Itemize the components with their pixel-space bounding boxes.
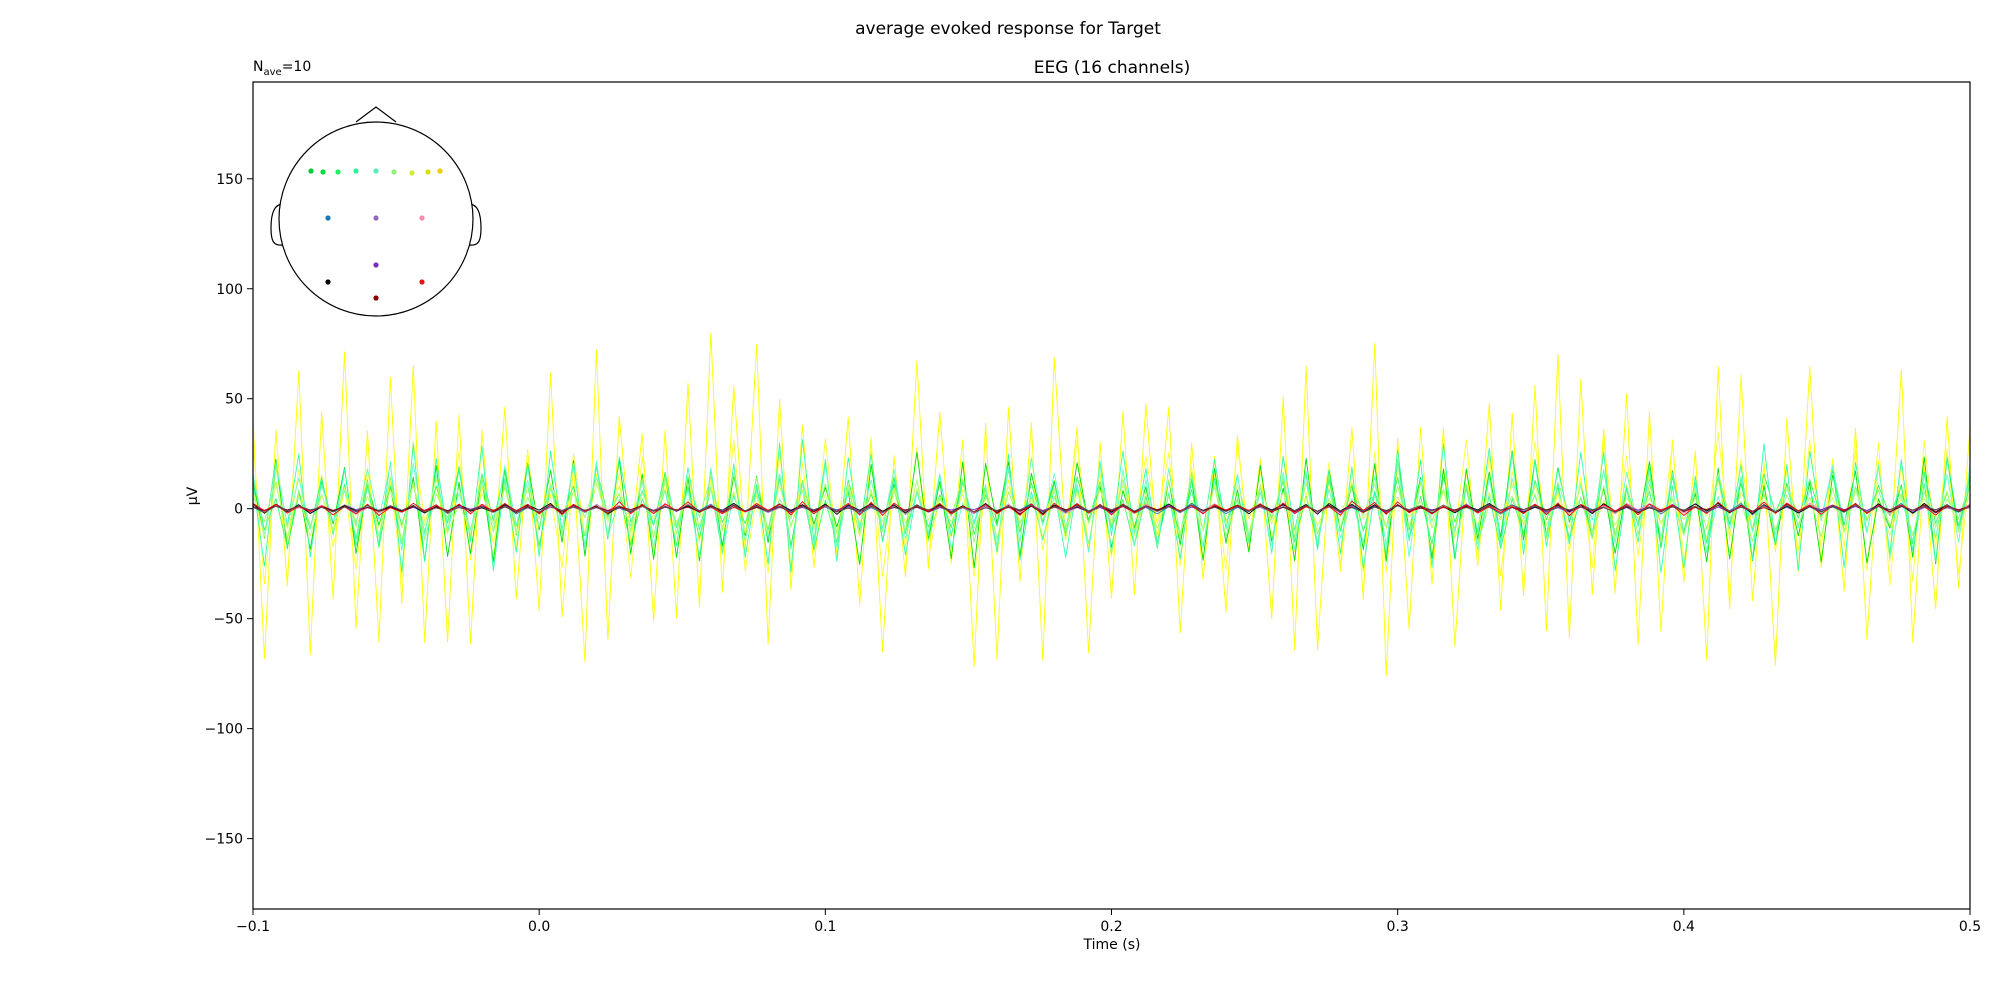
trace-line-5	[252, 439, 1971, 573]
sensor-dot-14	[325, 279, 331, 285]
y-tick-label: −100	[205, 722, 243, 738]
sensor-dot-layer	[308, 168, 443, 301]
trace-line-15	[252, 500, 1971, 517]
trace-line-14	[252, 503, 1971, 514]
sensor-dot-4	[353, 168, 359, 174]
nave-annotation: Nave=10	[253, 59, 311, 78]
trace-line-1	[252, 332, 1971, 677]
sensor-layout-inset	[270, 106, 482, 317]
trace-line-4	[252, 466, 1971, 551]
x-tick-label: 0.1	[814, 919, 836, 935]
trace-line-2	[252, 432, 1971, 586]
axes-title: EEG (16 channels)	[1034, 58, 1191, 78]
head-nose	[355, 106, 397, 123]
figure-suptitle: average evoked response for Target	[855, 19, 1161, 39]
x-tick-label: 0.2	[1100, 919, 1122, 935]
sensor-dot-12	[419, 215, 425, 221]
sensor-dot-5	[373, 168, 379, 174]
sensor-dot-15	[419, 279, 425, 285]
sensor-dot-9	[437, 168, 443, 174]
sensor-dot-13	[373, 262, 379, 268]
head-right-ear	[468, 203, 482, 246]
sensor-dot-8	[425, 169, 431, 175]
y-tick-label: 0	[234, 502, 243, 518]
y-axis-label: µV	[185, 486, 201, 505]
sensor-dot-2	[320, 169, 326, 175]
sensor-dot-11	[373, 215, 379, 221]
y-tick-label: 100	[216, 282, 243, 298]
y-tick-layer: 150 100 50 0 −50 −100 −150	[205, 172, 253, 848]
nave-value: =10	[282, 59, 312, 75]
sensor-dot-7	[409, 170, 415, 176]
sensor-dot-6	[391, 169, 397, 175]
trace-line-7	[252, 472, 1971, 545]
x-axis-label: Time (s)	[1083, 937, 1141, 953]
sensor-dot-3	[335, 169, 341, 175]
x-tick-layer: −0.1 0.0 0.1 0.2 0.3 0.4 0.5	[236, 909, 1981, 935]
trace-line-8	[252, 479, 1971, 539]
sensor-dot-16	[373, 295, 379, 301]
x-tick-label: 0.4	[1673, 919, 1695, 935]
nave-prefix: N	[253, 59, 263, 75]
x-tick-label: 0.3	[1387, 919, 1409, 935]
sensor-dot-10	[325, 215, 331, 221]
nave-subscript: ave	[263, 67, 281, 78]
sensor-dot-1	[308, 168, 314, 174]
plot-frame	[252, 81, 1971, 910]
trace-layer	[252, 332, 1971, 677]
y-tick-label: −50	[213, 612, 243, 628]
x-tick-label: −0.1	[236, 919, 270, 935]
head-left-ear	[270, 203, 284, 246]
x-tick-label: 0.5	[1959, 919, 1981, 935]
y-tick-label: −150	[205, 832, 243, 848]
trace-line-16	[252, 504, 1971, 514]
y-tick-label: 50	[225, 392, 243, 408]
y-tick-label: 150	[216, 172, 243, 188]
x-tick-label: 0.0	[528, 919, 550, 935]
